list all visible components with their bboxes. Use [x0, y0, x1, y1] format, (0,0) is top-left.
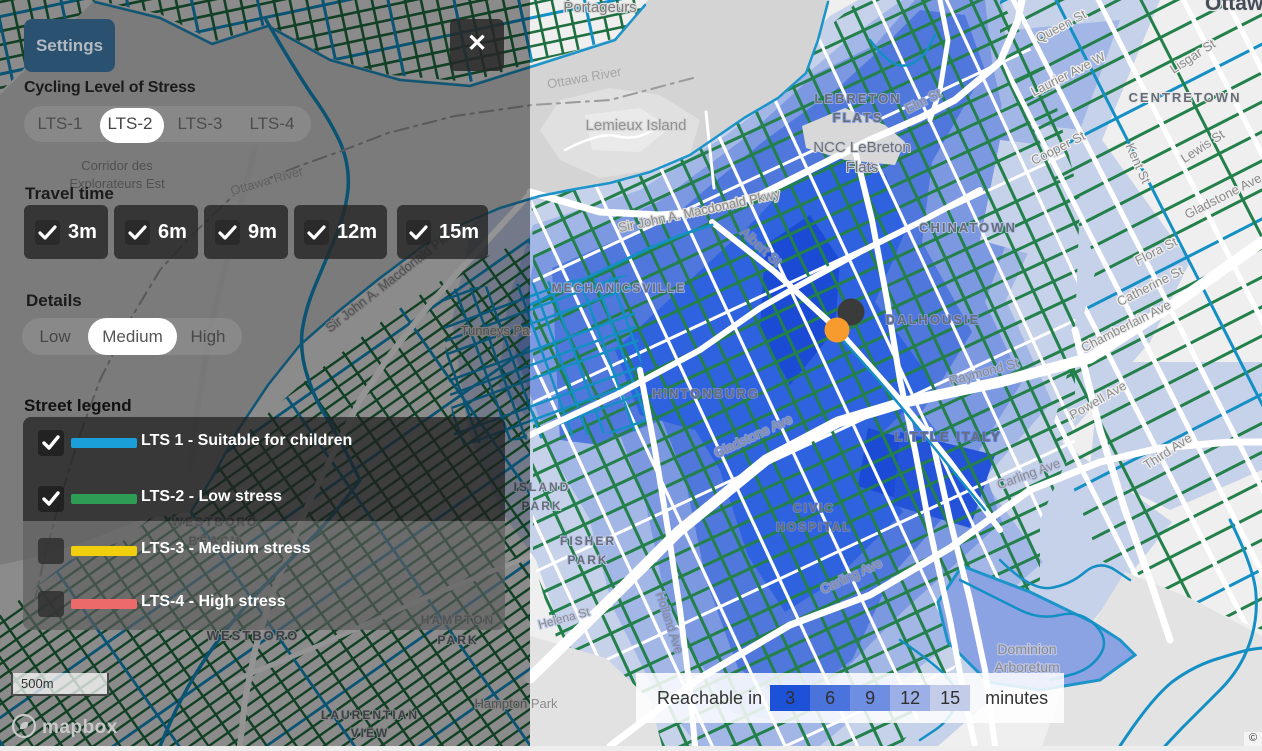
svg-text:Tunneys Pa: Tunneys Pa	[461, 323, 531, 338]
svg-text:WESTBORO: WESTBORO	[207, 628, 300, 643]
svg-text:VIEW: VIEW	[351, 726, 390, 740]
svg-text:Flats: Flats	[846, 159, 879, 176]
svg-text:CENTRETOWN: CENTRETOWN	[1129, 90, 1242, 105]
svg-text:LEBRETON: LEBRETON	[814, 91, 901, 106]
svg-text:FLATS: FLATS	[833, 110, 884, 125]
svg-text:Corridor des: Corridor des	[81, 158, 153, 173]
svg-text:ISLAND: ISLAND	[514, 480, 571, 494]
svg-text:NCC LeBreton: NCC LeBreton	[813, 139, 911, 156]
svg-text:CHINATOWN: CHINATOWN	[919, 220, 1017, 235]
svg-text:Portageurs: Portageurs	[563, 0, 636, 16]
svg-text:mapbox: mapbox	[42, 717, 118, 738]
svg-text:PARK: PARK	[521, 499, 562, 513]
svg-text:CIVIC: CIVIC	[793, 501, 835, 515]
svg-text:Explorateurs Est: Explorateurs Est	[69, 176, 165, 191]
svg-text:Ottawa: Ottawa	[1205, 0, 1262, 15]
svg-text:FISHER: FISHER	[560, 534, 616, 548]
svg-text:DALHOUSIE: DALHOUSIE	[886, 312, 981, 327]
svg-text:PARK: PARK	[437, 633, 478, 647]
svg-text:PARK: PARK	[567, 553, 608, 567]
svg-text:Arboretum: Arboretum	[994, 659, 1059, 675]
svg-text:HOSPITAL: HOSPITAL	[776, 520, 852, 534]
svg-text:HINTONBURG: HINTONBURG	[652, 386, 760, 401]
svg-text:LITTLE ITALY: LITTLE ITALY	[894, 429, 1001, 444]
svg-text:Dominion: Dominion	[997, 641, 1056, 657]
svg-text:Lemieux Island: Lemieux Island	[586, 117, 687, 134]
svg-text:Hampton Park: Hampton Park	[474, 696, 558, 711]
svg-text:LAURENTIAN: LAURENTIAN	[321, 708, 419, 722]
svg-text:MECHANICSVILLE: MECHANICSVILLE	[552, 281, 687, 295]
